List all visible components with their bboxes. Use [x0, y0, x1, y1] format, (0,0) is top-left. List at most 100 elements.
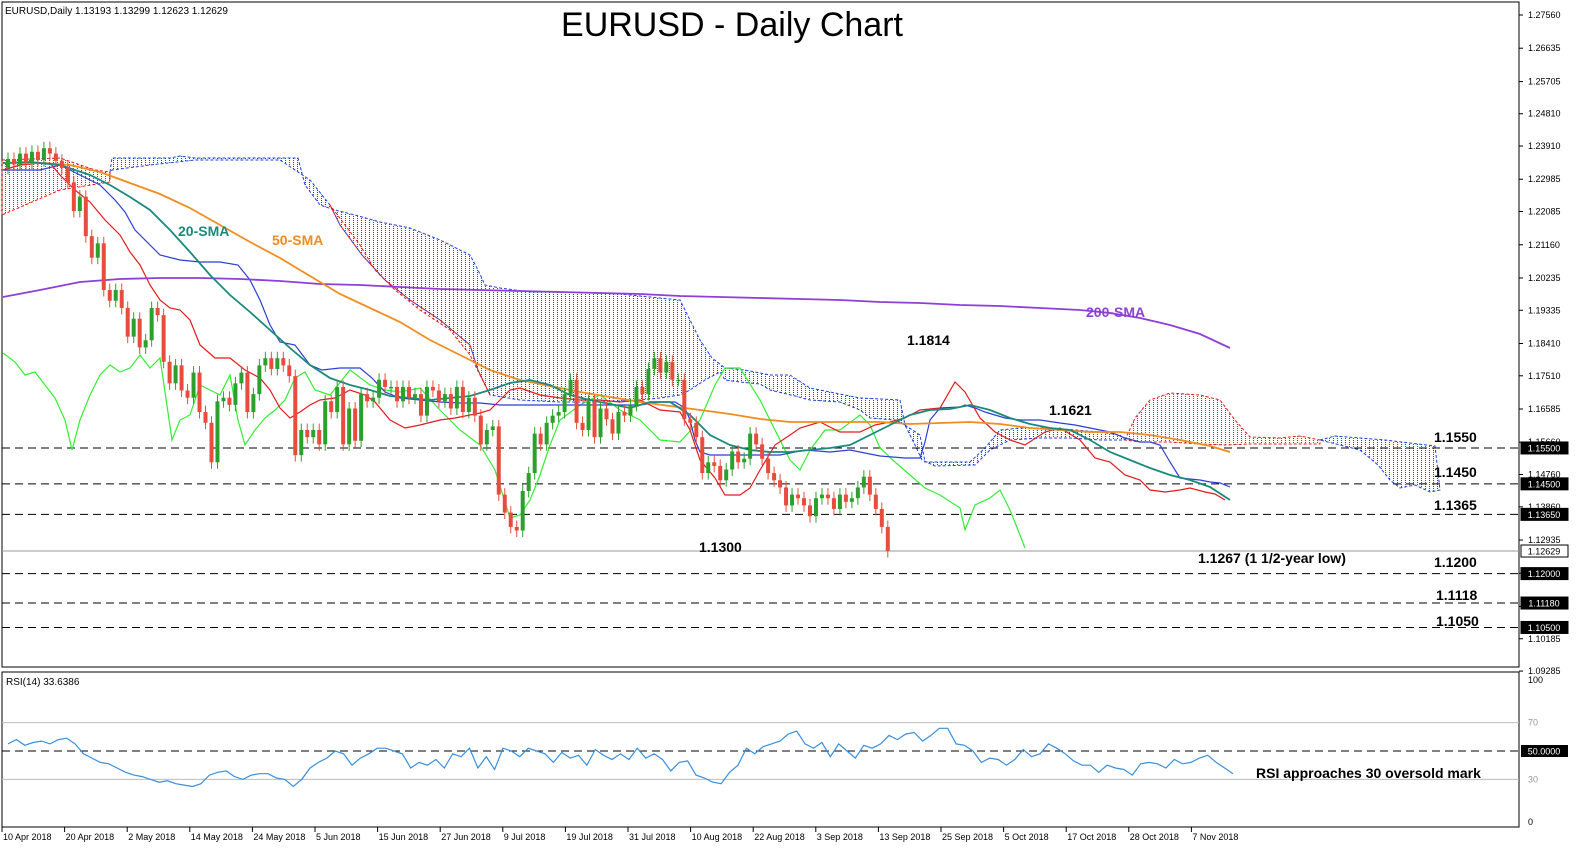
- candle-body: [460, 386, 465, 413]
- candle-body: [825, 494, 830, 499]
- candle-body: [544, 422, 549, 445]
- candle-body: [245, 372, 250, 413]
- candle-body: [562, 394, 567, 413]
- candle-body: [652, 358, 657, 369]
- label-level-11550: 1.1550: [1434, 429, 1477, 445]
- candle-body: [670, 361, 675, 380]
- candle-body: [730, 451, 735, 470]
- label-level-11118: 1.1118: [1436, 587, 1477, 603]
- candle-body: [412, 394, 417, 398]
- candle-body: [610, 419, 615, 434]
- price-level-box-label: 1.14500: [1528, 479, 1561, 489]
- candle-body: [640, 386, 645, 395]
- candle-body: [694, 422, 699, 438]
- candle-body: [239, 372, 244, 384]
- x-tick-label: 14 May 2018: [191, 832, 243, 842]
- x-tick-label: 24 May 2018: [253, 832, 305, 842]
- x-tick-label: 2 May 2018: [128, 832, 175, 842]
- candle-body: [107, 289, 112, 301]
- candle-body: [580, 422, 585, 431]
- candle-body: [125, 307, 130, 337]
- y-tick-label: 1.12935: [1528, 535, 1561, 545]
- candle-body: [155, 307, 160, 316]
- rsi-line: [7, 727, 1234, 788]
- candle-body: [389, 386, 394, 389]
- candle-body: [628, 404, 633, 416]
- candle-body: [341, 386, 346, 445]
- candle-body: [478, 415, 483, 445]
- candle-body: [724, 469, 729, 481]
- candle-body: [748, 433, 753, 459]
- annotations: 20-SMA 50-SMA 200-SMA 1.1814 1.1621 1.13…: [178, 223, 1479, 629]
- candle-body: [873, 494, 878, 509]
- y-tick-label: 1.25705: [1528, 77, 1561, 87]
- candle-body: [742, 458, 747, 463]
- candle-body: [855, 487, 860, 499]
- y-tick-label: 1.26635: [1528, 43, 1561, 53]
- candle-body: [269, 358, 274, 369]
- cloud-bear-2: [329, 204, 491, 396]
- candle-body: [365, 394, 370, 402]
- candle-body: [550, 415, 555, 423]
- rsi-plot-frame: [1, 671, 1520, 828]
- symbol-info: EURUSD,Daily 1.13193 1.13299 1.12623 1.1…: [5, 6, 228, 17]
- x-tick-label: 27 Jun 2018: [441, 832, 491, 842]
- candle-body: [29, 151, 34, 163]
- candle-body: [395, 386, 400, 402]
- candle-body: [281, 358, 286, 366]
- candle-body: [101, 243, 106, 290]
- candle-body: [209, 422, 214, 463]
- rsi-tick-label: 100: [1528, 675, 1543, 685]
- y-tick-label: 1.23910: [1528, 141, 1561, 151]
- candle-body: [215, 401, 220, 463]
- candle-body: [586, 401, 591, 431]
- label-50-sma: 50-SMA: [272, 232, 323, 248]
- candle-body: [335, 386, 340, 413]
- price-level-box: [1520, 441, 1569, 455]
- candle-body: [658, 358, 663, 373]
- candle-body: [879, 508, 884, 527]
- x-tick-label: 3 Sep 2018: [817, 832, 863, 842]
- y-tick-label: 1.17510: [1528, 371, 1561, 381]
- tenkan-sen-line: [2, 162, 1226, 501]
- y-tick-label: 1.13860: [1528, 502, 1561, 512]
- candle-body: [484, 430, 489, 445]
- candle-body: [119, 289, 124, 308]
- x-tick-label: 10 Aug 2018: [692, 832, 743, 842]
- candle-body: [843, 494, 848, 502]
- x-tick-label: 10 Apr 2018: [3, 832, 52, 842]
- label-level-11050: 1.1050: [1436, 613, 1479, 629]
- candle-body: [502, 494, 507, 513]
- candle-body: [203, 412, 208, 423]
- candle-body: [23, 153, 28, 163]
- candle-body: [143, 340, 148, 348]
- candle-body: [454, 386, 459, 409]
- candle-body: [766, 458, 771, 474]
- candle-body: [676, 379, 681, 382]
- cloud-bull-3: [1318, 435, 1441, 493]
- candle-body: [173, 365, 178, 384]
- y-tick-label: 1.21160: [1528, 240, 1560, 250]
- rsi-tick-label: 50.0000: [1528, 747, 1561, 757]
- candle-body: [263, 358, 268, 366]
- candle-body: [65, 167, 70, 183]
- candle-body: [161, 315, 166, 362]
- candle-body: [95, 243, 100, 258]
- candle-body: [772, 473, 777, 481]
- candle-body: [35, 151, 40, 161]
- price-level-box: [1520, 507, 1569, 521]
- y-tick-label: 1.09285: [1528, 666, 1561, 676]
- x-tick-label: 17 Oct 2018: [1067, 832, 1116, 842]
- candle-body: [448, 394, 453, 409]
- chart-title: EURUSD - Daily Chart: [561, 6, 903, 44]
- candle-body: [837, 494, 842, 509]
- x-tick-label: 31 Jul 2018: [629, 832, 676, 842]
- x-tick-label: 28 Oct 2018: [1130, 832, 1179, 842]
- candle-body: [861, 476, 866, 488]
- price-level-box-label: 1.11180: [1528, 599, 1559, 609]
- candle-body: [556, 412, 561, 416]
- candle-body: [377, 379, 382, 398]
- rsi-tick-label: 0: [1528, 817, 1533, 827]
